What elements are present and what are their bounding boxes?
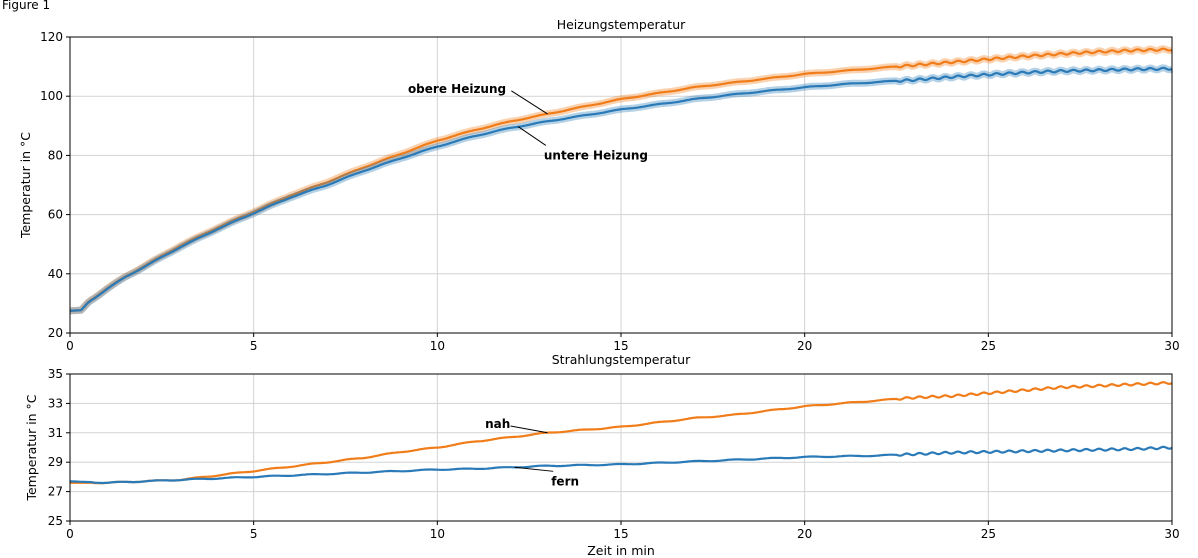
annotation-label: nah bbox=[485, 417, 510, 431]
series-line-1 bbox=[69, 66, 1173, 312]
x-tick-label: 0 bbox=[66, 339, 74, 353]
y-tick-label: 25 bbox=[48, 514, 63, 528]
x-tick-label: 15 bbox=[613, 339, 628, 353]
annotation-label: untere Heizung bbox=[544, 148, 648, 162]
x-tick-label: 25 bbox=[981, 527, 996, 541]
x-tick-label: 0 bbox=[66, 527, 74, 541]
y-tick-label: 60 bbox=[48, 208, 63, 222]
x-tick-label: 10 bbox=[430, 527, 445, 541]
x-tick-label: 5 bbox=[250, 339, 258, 353]
annotation-leader bbox=[514, 466, 554, 472]
y-tick-label: 35 bbox=[48, 367, 63, 381]
series-line-1 bbox=[69, 445, 1173, 485]
y-tick-label: 120 bbox=[40, 30, 63, 44]
annotation-leader bbox=[517, 126, 547, 146]
y-tick-label: 20 bbox=[48, 326, 63, 340]
chart-1: nah fern 0 5 10 15 20 25 30 25 27 29 31 33 35 Strahlung… bbox=[24, 352, 1180, 558]
annotation-leader bbox=[510, 425, 548, 434]
annotation-label: obere Heizung bbox=[408, 82, 506, 96]
x-tick-label: 25 bbox=[981, 339, 996, 353]
y-tick-label: 31 bbox=[48, 426, 63, 440]
annotation-label: fern bbox=[551, 474, 579, 488]
x-tick-label: 20 bbox=[797, 527, 812, 541]
x-tick-label: 30 bbox=[1164, 527, 1179, 541]
y-tick-label: 100 bbox=[40, 89, 63, 103]
chart-title: Heizungstemperatur bbox=[557, 17, 686, 32]
figure-label: Figure 1 bbox=[2, 0, 51, 12]
chart-title: Strahlungstemperatur bbox=[552, 352, 691, 367]
x-tick-label: 15 bbox=[613, 527, 628, 541]
x-tick-label: 20 bbox=[797, 339, 812, 353]
y-tick-label: 33 bbox=[48, 396, 63, 410]
series-line-0 bbox=[69, 47, 1173, 312]
series-line-0 bbox=[70, 381, 1173, 485]
y-tick-label: 29 bbox=[48, 455, 63, 469]
x-tick-label: 10 bbox=[430, 339, 445, 353]
chart-0: obere Heizung untere Heizung 0 5 10 15 20 25 30 2… bbox=[18, 17, 1180, 353]
y-axis-label: Temperatur in °C bbox=[18, 132, 33, 239]
annotation-leader bbox=[511, 90, 548, 115]
x-tick-label: 30 bbox=[1164, 339, 1179, 353]
x-axis-label: Zeit in min bbox=[587, 543, 655, 558]
y-axis-label: Temperatur in °C bbox=[24, 394, 39, 501]
y-tick-label: 27 bbox=[48, 485, 63, 499]
x-tick-label: 5 bbox=[250, 527, 258, 541]
y-tick-label: 40 bbox=[48, 267, 63, 281]
y-tick-label: 80 bbox=[48, 148, 63, 162]
